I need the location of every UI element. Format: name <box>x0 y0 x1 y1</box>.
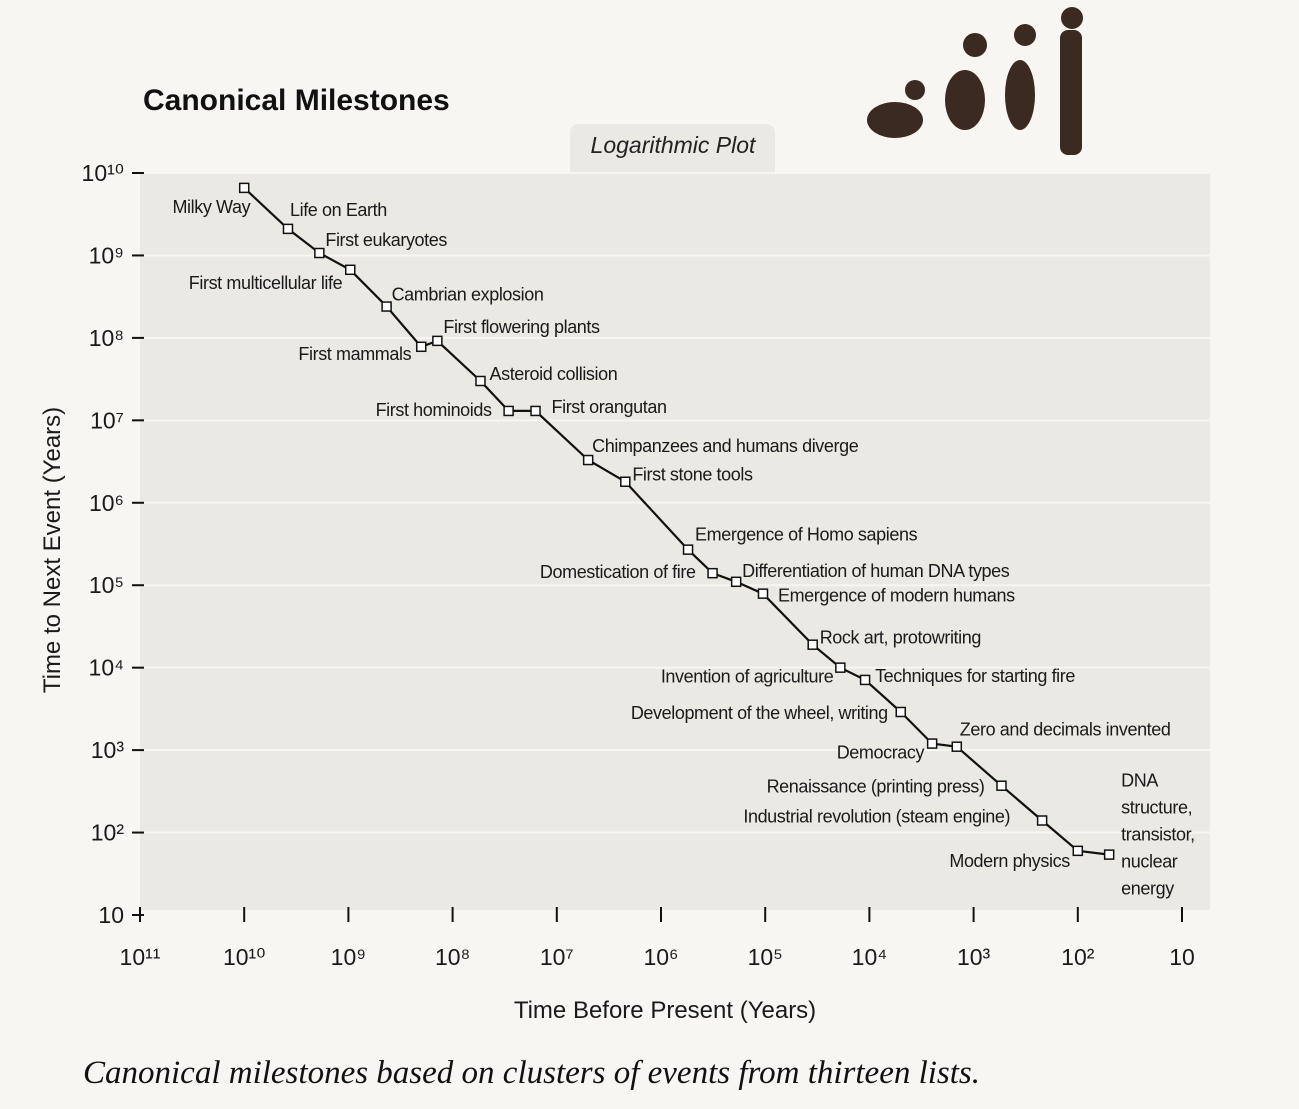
y-tick-label: 10⁸ <box>89 325 124 351</box>
point-label: DNA structure, transistor, nuclear energy <box>1121 771 1195 899</box>
chart-title: Canonical Milestones <box>143 84 450 117</box>
x-tick-label: 10⁸ <box>435 944 470 970</box>
point-label-line: transistor, <box>1121 825 1195 845</box>
x-axis-title: Time Before Present (Years) <box>514 997 816 1024</box>
y-tick-label: 10⁶ <box>89 490 124 516</box>
y-axis-title: Time to Next Event (Years) <box>39 407 66 693</box>
y-tick-label: 10¹⁰ <box>82 160 124 186</box>
point-label-line: nuclear <box>1121 852 1178 872</box>
point-label: First eukaryotes <box>325 230 447 250</box>
data-point <box>859 674 871 686</box>
point-label: Industrial revolution (steam engine) <box>743 807 1010 827</box>
point-label: First flowering plants <box>443 317 600 337</box>
y-tick-label: 10⁴ <box>89 655 124 681</box>
data-point <box>895 706 907 718</box>
x-tick-label: 10⁵ <box>748 944 783 970</box>
data-point <box>1072 845 1084 857</box>
data-point <box>807 639 818 650</box>
data-point <box>730 576 742 588</box>
plot-background <box>140 173 1210 910</box>
point-label-line: energy <box>1121 879 1174 899</box>
y-tick-label: 10⁹ <box>89 242 124 268</box>
y-tick-label: 10 <box>98 902 124 928</box>
x-tick-label: 10¹¹ <box>120 944 161 970</box>
data-point <box>1103 849 1115 860</box>
data-point <box>582 454 594 466</box>
point-label: Renaissance (printing press) <box>767 777 985 797</box>
data-point <box>238 182 250 194</box>
point-label: Life on Earth <box>290 200 387 220</box>
x-tick-label: 10⁹ <box>331 944 366 970</box>
data-point <box>530 405 541 417</box>
data-point <box>503 405 514 417</box>
point-label: Chimpanzees and humans diverge <box>592 436 859 456</box>
x-tick-label: 10² <box>1061 944 1095 970</box>
point-label: Asteroid collision <box>489 364 617 384</box>
data-point <box>1036 815 1048 826</box>
caption: Canonical milestones based on clusters o… <box>83 1055 980 1091</box>
point-label: Development of the wheel, writing <box>631 703 888 723</box>
data-point <box>926 738 938 749</box>
y-tick-label: 10³ <box>91 737 125 763</box>
point-label: Techniques for starting fire <box>875 666 1075 686</box>
data-point <box>682 544 694 555</box>
point-label-line: DNA <box>1121 771 1158 791</box>
x-tick-label: 10 <box>1169 944 1195 970</box>
y-tick-label: 10² <box>91 820 125 846</box>
chart-subtitle: Logarithmic Plot <box>591 132 758 158</box>
point-label: First mammals <box>298 344 411 364</box>
y-tick-label: 10⁷ <box>90 407 124 433</box>
data-point <box>381 301 392 312</box>
point-label-line: structure, <box>1121 798 1192 818</box>
data-point <box>415 341 427 353</box>
data-point <box>344 264 356 276</box>
data-point <box>432 335 443 347</box>
y-tick-label: 10⁵ <box>89 572 124 598</box>
x-tick-label: 10⁴ <box>852 944 887 970</box>
point-label: First orangutan <box>552 397 667 417</box>
point-label: Modern physics <box>949 851 1070 871</box>
point-label: Zero and decimals invented <box>960 720 1171 740</box>
point-label: Milky Way <box>172 197 250 217</box>
subtitle-tab <box>570 124 775 173</box>
point-label: Domestication of fire <box>540 562 696 582</box>
data-point <box>282 223 294 235</box>
point-label: Emergence of modern humans <box>778 586 1015 606</box>
data-point <box>835 662 846 673</box>
data-point <box>314 247 325 259</box>
point-label: Cambrian explosion <box>392 285 544 305</box>
point-label: First multicellular life <box>189 273 343 293</box>
x-tick-label: 10⁶ <box>643 944 678 970</box>
point-label: Invention of agriculture <box>661 667 834 687</box>
point-label: Differentiation of human DNA types <box>742 561 1010 581</box>
evolution-silhouettes <box>867 7 1083 155</box>
point-label: Democracy <box>837 743 925 763</box>
point-label: Emergence of Homo sapiens <box>695 525 918 545</box>
point-label: Rock art, protowriting <box>820 628 981 648</box>
x-tick-label: 10³ <box>957 944 991 970</box>
data-point <box>996 780 1007 791</box>
data-point <box>707 567 718 579</box>
point-label: First stone tools <box>632 465 753 485</box>
data-point <box>951 741 963 752</box>
data-point <box>475 375 486 387</box>
x-tick-label: 10¹⁰ <box>223 944 265 970</box>
data-point <box>620 476 631 487</box>
data-point <box>757 588 769 599</box>
point-label: First hominoids <box>376 400 492 420</box>
x-tick-label: 10⁷ <box>540 944 574 970</box>
